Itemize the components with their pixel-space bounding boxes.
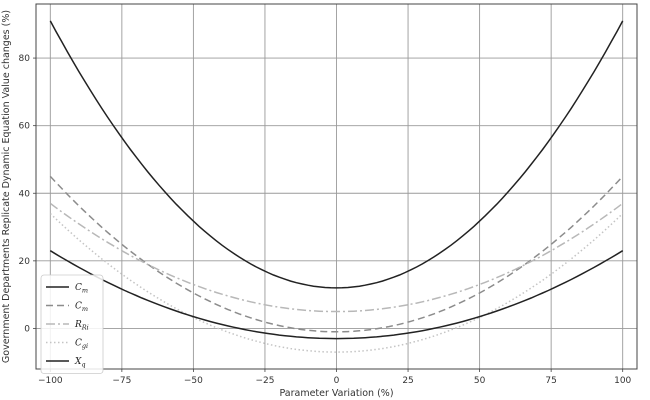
x-axis-label: Parameter Variation (%) [279,388,393,399]
y-tick-label: 80 [19,54,31,64]
legend-label: Cm [75,302,88,314]
ticks: −100 −75 −50 −25 0 25 50 75 100 0 20 40 60 80 [19,54,632,386]
y-tick-label: 60 [19,122,31,132]
legend-box [40,274,104,374]
x-tick-label: 75 [545,376,556,386]
x-tick-label: −50 [184,376,203,386]
legend-label: Xq [74,357,86,369]
x-tick-label: −100 [38,376,63,386]
y-tick-label: 0 [24,324,30,334]
legend-label: RRi [74,320,89,332]
series-line-X_q [49,250,624,340]
y-tick-label: 20 [19,257,31,267]
legend-label: Cm [75,283,88,295]
y-tick-label: 40 [19,189,31,199]
x-tick-label: −75 [112,376,131,386]
grid [36,4,637,369]
x-tick-label: −25 [255,376,274,386]
x-tick-label: 25 [402,376,413,386]
series-group [49,20,624,353]
series-line-R_Ri [49,202,624,313]
x-tick-label: 0 [334,376,340,386]
x-tick-label: 50 [474,376,486,386]
legend-label: Cgi [75,339,88,351]
legend: Cm Cm RRi Cgi Xq [40,274,104,374]
series-line-C_m [49,20,624,289]
y-axis-label: Government Departments Replicate Dynamic… [1,10,12,363]
series-line-C_gi [49,212,624,353]
x-tick-label: 100 [614,376,631,386]
